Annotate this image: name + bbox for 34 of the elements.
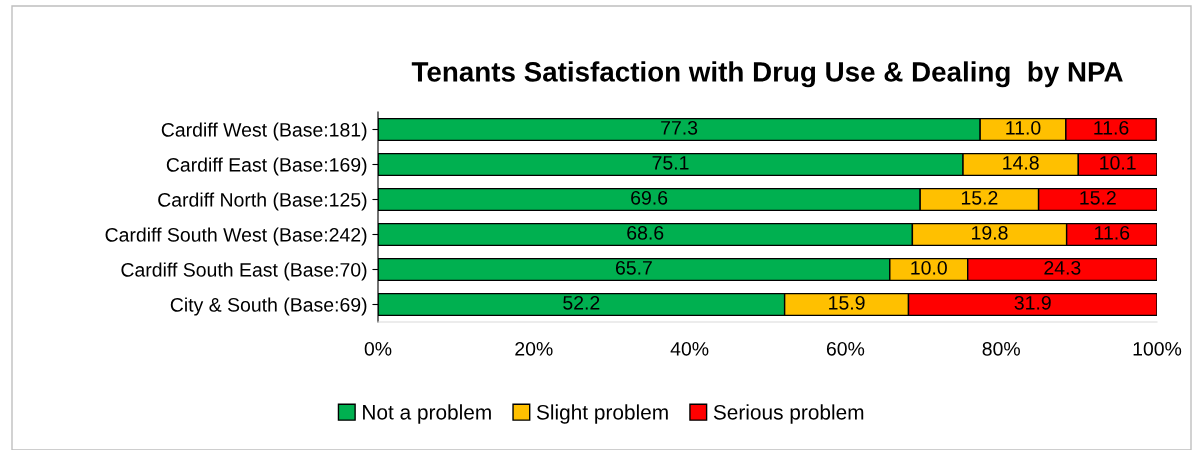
y-tick-label: Cardiff South East (Base:70) — [121, 262, 367, 281]
x-tick-label: 40% — [670, 341, 709, 356]
data-label: 24.3 — [1044, 260, 1081, 275]
data-label: 65.7 — [615, 260, 652, 275]
data-label: 10.1 — [1100, 155, 1136, 170]
y-tick-label: Cardiff North (Base:125) — [158, 192, 367, 211]
data-label: 68.6 — [627, 225, 664, 240]
data-label: 69.6 — [631, 190, 668, 205]
y-tick-label: City & South (Base:69) — [170, 297, 367, 316]
data-label: 11.6 — [1094, 120, 1129, 135]
x-tick-label: 60% — [826, 341, 865, 356]
data-label: 15.2 — [1080, 190, 1116, 205]
legend-label: Serious problem — [713, 404, 864, 424]
y-tick-label: Cardiff East (Base:169) — [166, 157, 367, 176]
data-label: 11.6 — [1095, 225, 1130, 240]
data-label: 19.8 — [972, 225, 1008, 240]
x-tick-label: 100% — [1133, 341, 1182, 356]
x-tick-label: 20% — [515, 341, 553, 356]
x-tick-label: 80% — [982, 341, 1020, 356]
data-label: 52.2 — [563, 295, 600, 310]
data-label: 75.1 — [652, 156, 689, 170]
data-label: 15.9 — [829, 295, 865, 310]
y-tick-label: Cardiff South West (Base:242) — [105, 227, 367, 246]
data-label: 31.9 — [1014, 295, 1051, 310]
legend-label: Slight problem — [536, 404, 668, 424]
y-tick-label: Cardiff West (Base:181) — [161, 122, 367, 141]
x-tick-label: 0% — [364, 341, 392, 356]
data-label: 14.8 — [1003, 155, 1039, 170]
data-label: 11.0 — [1006, 120, 1041, 135]
data-label: 15.2 — [961, 190, 998, 205]
data-label: 10.0 — [911, 260, 947, 275]
chart-title: Tenants Satisfaction with Drug Use & Dealing by NPA — [411, 61, 1123, 88]
legend-label: Not a problem — [363, 404, 491, 424]
data-label: 77.3 — [661, 120, 698, 135]
